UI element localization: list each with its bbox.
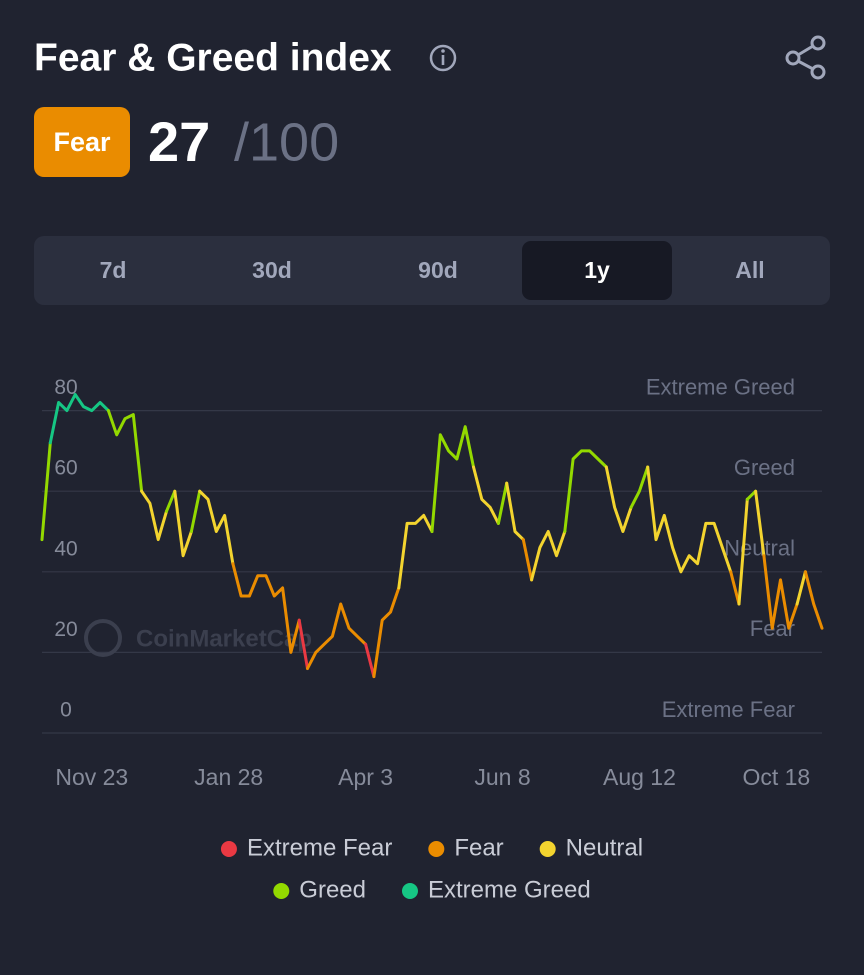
line-segment: [521, 538, 534, 582]
y-tick-label: 40: [54, 537, 77, 560]
line-segment: [729, 570, 741, 606]
line-segment: [106, 409, 144, 493]
line-segment: [189, 489, 202, 533]
watermark-logo: [84, 619, 122, 657]
index-max: /100: [234, 112, 339, 172]
tab-label[interactable]: All: [735, 257, 764, 283]
zone-label: Extreme Fear: [662, 697, 795, 722]
y-tick-label: 0: [60, 699, 72, 722]
tab-label[interactable]: 1y: [584, 257, 610, 283]
watermark: CoinMarketCap: [136, 625, 312, 652]
line-segment: [646, 465, 733, 574]
x-tick-label: Oct 18: [742, 764, 810, 790]
line-segment: [140, 489, 168, 542]
line-segment: [754, 489, 766, 558]
line-segment: [397, 513, 434, 590]
y-tick-label: 20: [54, 618, 77, 641]
legend-swatch: [401, 883, 418, 899]
line-segment: [306, 602, 368, 670]
line-segment: [430, 425, 475, 533]
legend-swatch: [428, 841, 445, 857]
line-segment: [231, 562, 301, 654]
line-segment: [364, 642, 376, 679]
legend-label: Neutral: [566, 834, 643, 861]
line-segment: [198, 489, 235, 566]
line-segment: [530, 530, 567, 582]
x-tick-label: Aug 12: [603, 764, 676, 790]
line-segment: [762, 554, 799, 630]
title: Fear & Greed index: [34, 36, 392, 79]
y-tick-label: 80: [54, 376, 77, 399]
line-segment: [372, 586, 401, 679]
x-tick-label: Jan 28: [194, 764, 263, 790]
x-tick-label: Jun 8: [474, 764, 530, 790]
info-icon[interactable]: [429, 44, 457, 72]
line-segment: [737, 497, 749, 606]
y-tick-label: 60: [54, 457, 77, 480]
badge-label: Fear: [53, 127, 111, 157]
line-segment: [803, 570, 824, 630]
line-segment: [604, 465, 633, 533]
tab-label[interactable]: 7d: [100, 257, 127, 283]
legend-label: Fear: [454, 834, 503, 861]
zone-label: Greed: [734, 455, 795, 480]
share-icon[interactable]: [785, 35, 826, 80]
line-segment: [745, 489, 758, 501]
line-segment: [173, 489, 193, 558]
x-tick-label: Apr 3: [338, 764, 393, 790]
line-segment: [496, 481, 509, 525]
line-segment: [629, 465, 650, 509]
line-segment: [472, 465, 500, 525]
line-segment: [165, 489, 177, 513]
line-segment: [563, 449, 608, 533]
line-segment: [795, 570, 807, 606]
tab-label[interactable]: 90d: [418, 257, 458, 283]
legend-label: Greed: [299, 876, 366, 903]
legend-swatch: [539, 841, 556, 857]
legend-swatch: [220, 841, 237, 857]
badge: [34, 107, 130, 177]
index-value: 27: [148, 110, 210, 173]
legend-label: Extreme Greed: [428, 876, 591, 903]
legend-swatch: [273, 883, 290, 899]
line-segment: [297, 618, 309, 670]
x-tick-label: Nov 23: [55, 764, 128, 790]
line-segment: [40, 441, 52, 542]
zone-label: Neutral: [724, 536, 795, 561]
zone-label: Extreme Greed: [646, 374, 795, 399]
line-segment: [505, 481, 525, 542]
tab-active[interactable]: [522, 241, 672, 300]
legend-label: Extreme Fear: [247, 834, 392, 861]
line-segment: [48, 393, 110, 445]
tab-label[interactable]: 30d: [252, 257, 292, 283]
